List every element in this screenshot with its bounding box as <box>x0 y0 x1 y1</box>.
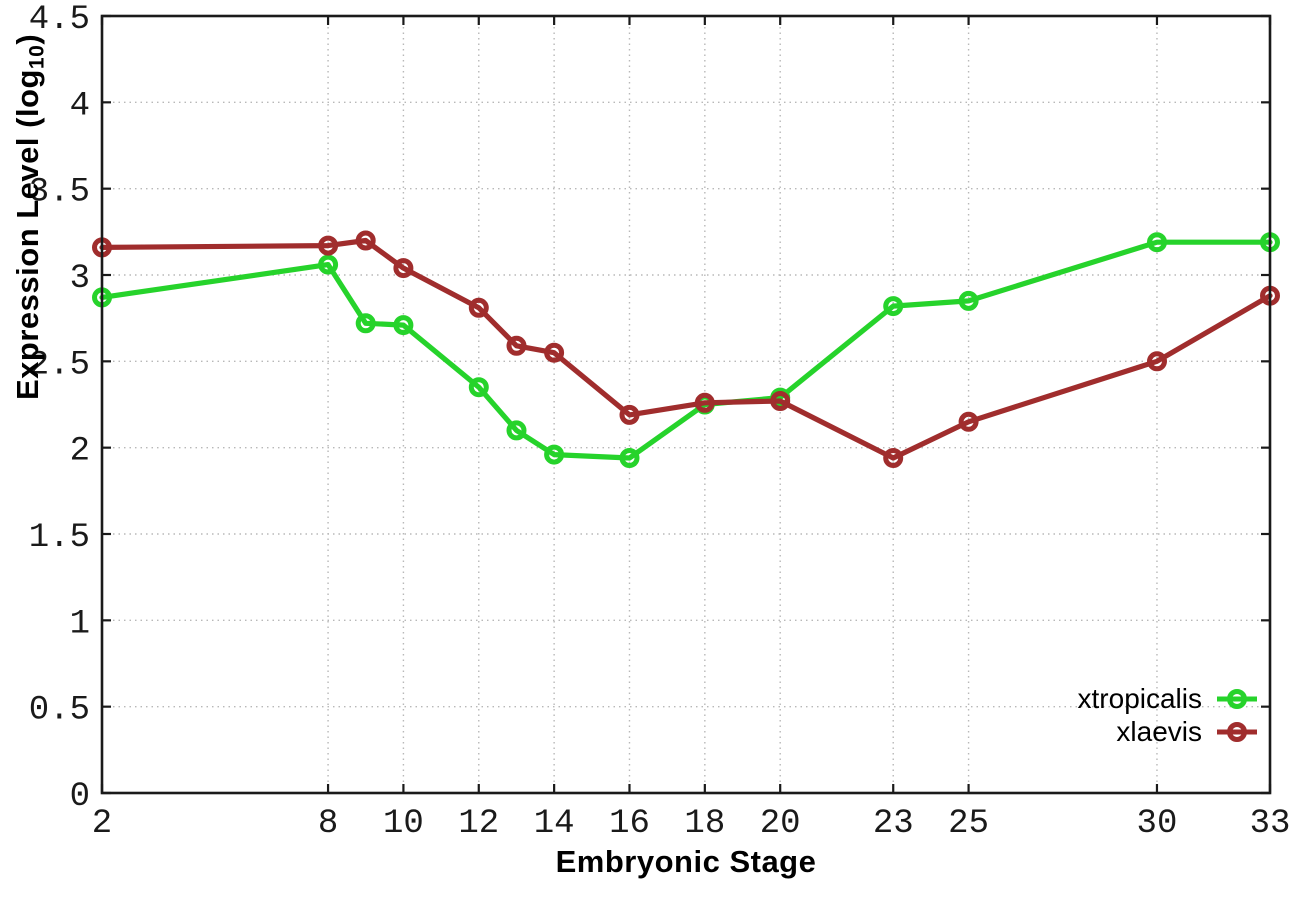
svg-text:33: 33 <box>1250 805 1291 843</box>
svg-text:18: 18 <box>684 805 725 843</box>
x-axis-title: Embryonic Stage <box>555 844 817 879</box>
y-axis-title-text: Expression Level (log <box>10 69 45 400</box>
plot-border <box>100 14 1272 795</box>
legend-label-xlaevis: xlaevis <box>1116 715 1202 747</box>
legend-label-xtropicalis: xtropicalis <box>1077 682 1202 714</box>
svg-text:20: 20 <box>760 805 801 843</box>
series-xlaevis <box>92 230 1280 468</box>
svg-text:8: 8 <box>318 805 338 843</box>
svg-text:0: 0 <box>70 778 90 816</box>
svg-text:14: 14 <box>534 805 575 843</box>
svg-text:2: 2 <box>92 805 112 843</box>
svg-text:4.5: 4.5 <box>29 1 90 39</box>
legend-sample-xlaevis-icon <box>1217 721 1257 742</box>
legend-item-xlaevis: xlaevis <box>0 715 1260 748</box>
svg-text:3.5: 3.5 <box>29 174 90 212</box>
svg-text:2.5: 2.5 <box>29 346 90 384</box>
svg-text:1.5: 1.5 <box>29 519 90 557</box>
svg-text:1: 1 <box>70 605 90 643</box>
legend-sample-xtropicalis-icon <box>1217 688 1257 709</box>
legend: xtropicalis xlaevis <box>0 682 1260 748</box>
series-xtropicalis <box>92 232 1280 468</box>
svg-text:0.5: 0.5 <box>29 692 90 730</box>
svg-text:16: 16 <box>609 805 650 843</box>
svg-text:30: 30 <box>1137 805 1178 843</box>
y-axis-title-close: ) <box>10 33 45 45</box>
svg-text:23: 23 <box>873 805 914 843</box>
y-axis-title-subscript: 10 <box>25 44 49 70</box>
x-tick-labels: 2 8 10 12 14 16 18 20 23 25 30 33 <box>92 805 1291 843</box>
svg-text:3: 3 <box>70 260 90 298</box>
svg-text:25: 25 <box>948 805 989 843</box>
legend-item-xtropicalis: xtropicalis <box>0 682 1260 715</box>
svg-text:4: 4 <box>70 87 90 125</box>
svg-text:12: 12 <box>458 805 499 843</box>
svg-text:2: 2 <box>70 433 90 471</box>
y-tick-labels: 0 0.5 1 1.5 2 2.5 3 3.5 4 4.5 <box>29 1 90 816</box>
svg-text:10: 10 <box>383 805 424 843</box>
